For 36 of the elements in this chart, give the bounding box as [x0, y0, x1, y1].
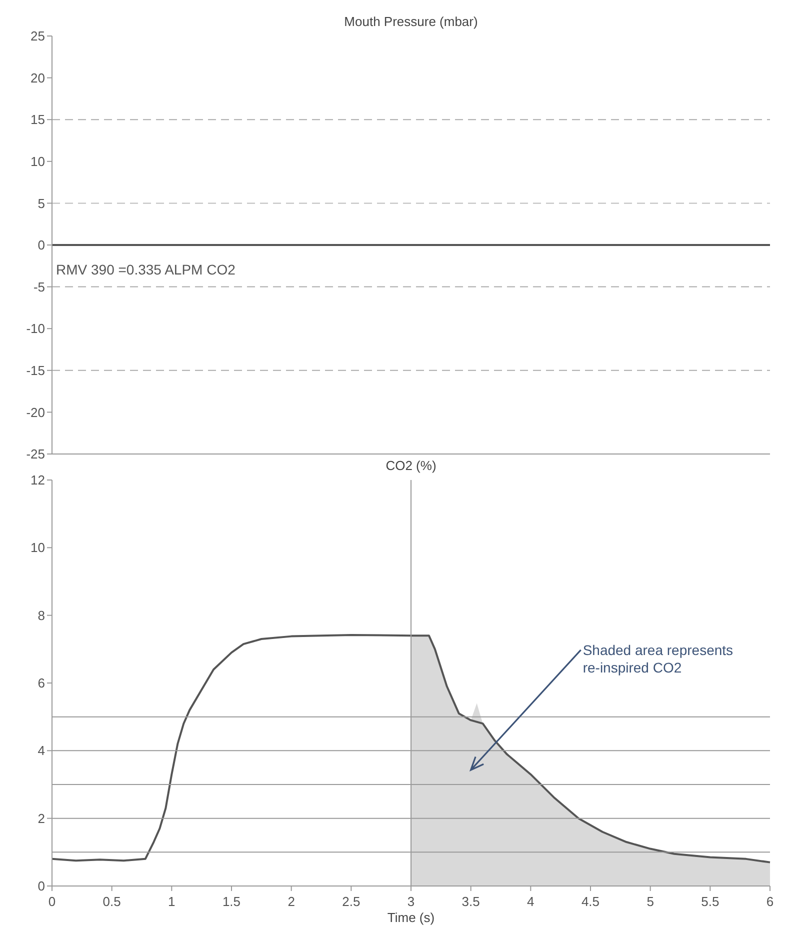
x-tick-label: 6: [766, 894, 774, 909]
annotation: RMV 390 =0.335 ALPM CO2: [56, 261, 236, 278]
y-tick-label: 5: [38, 196, 45, 211]
chart-title: CO2 (%): [386, 458, 436, 473]
x-tick-label: 4: [527, 894, 534, 909]
x-tick-label: 0: [48, 894, 56, 909]
y-tick-label: 25: [30, 28, 45, 44]
x-tick-label: 5.5: [701, 894, 720, 909]
y-tick-label: 10: [30, 154, 45, 169]
x-tick-label: 1.5: [222, 894, 241, 909]
y-tick-label: 4: [38, 743, 45, 758]
y-tick-label: 10: [30, 540, 45, 556]
x-tick-label: 3.5: [462, 894, 480, 909]
chart-title: Mouth Pressure (mbar): [344, 14, 478, 29]
y-tick-label: -25: [26, 446, 45, 462]
y-tick-label: 0: [38, 878, 45, 894]
x-axis-title: Time (s): [387, 910, 435, 925]
y-tick-label: -15: [26, 362, 45, 378]
y-tick-label: 12: [30, 472, 45, 488]
y-tick-label: -5: [33, 279, 45, 294]
y-tick-label: 15: [30, 112, 45, 128]
x-tick-label: 4.5: [581, 894, 600, 909]
x-tick-label: 2: [288, 894, 295, 909]
x-tick-label: 3: [407, 894, 415, 909]
annotation: Shaded area represents re-inspired CO2: [582, 642, 734, 676]
y-tick-label: 8: [38, 608, 45, 623]
x-tick-label: 1: [168, 894, 176, 909]
x-tick-label: 0.5: [102, 894, 121, 909]
y-tick-label: -20: [26, 404, 45, 420]
x-tick-label: 5: [646, 894, 654, 909]
y-tick-label: 20: [30, 70, 45, 86]
y-tick-label: 2: [38, 810, 45, 826]
y-tick-label: 0: [38, 238, 45, 253]
y-tick-label: -10: [26, 321, 45, 336]
y-tick-label: 6: [38, 676, 45, 691]
x-tick-label: 2.5: [342, 894, 360, 909]
